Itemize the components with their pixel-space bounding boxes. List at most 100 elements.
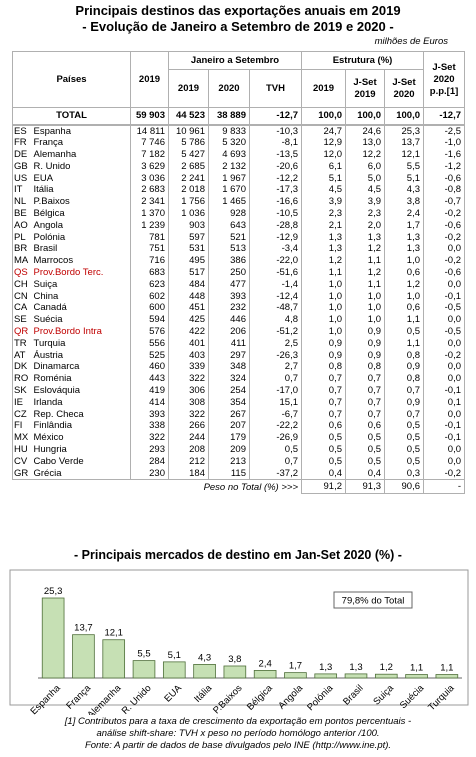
country-code: BR	[12, 243, 31, 256]
header-cell: 2019	[130, 51, 169, 108]
cell: 2 018	[168, 184, 209, 197]
cell: 1 370	[130, 208, 169, 220]
country-code: PL	[12, 231, 31, 244]
country-name: Grécia	[30, 467, 131, 480]
cell: -0,5	[423, 326, 466, 338]
cell: 0,5	[301, 444, 347, 456]
cell: 0,9	[345, 326, 386, 338]
country-name: China	[30, 290, 131, 303]
country-name: Espanha	[30, 124, 131, 138]
cell: -1,6	[423, 149, 466, 161]
country-name: Itália	[30, 184, 131, 197]
cell: 3,8	[384, 196, 425, 209]
data-row: MX México 322 244 179 -26,9 0,5 0,5 0,5 -0,1	[12, 432, 466, 445]
cell: 1,0	[345, 314, 386, 327]
cell: 3,9	[345, 196, 386, 209]
country-code: ES	[12, 124, 31, 138]
cell: 0,7	[345, 408, 386, 421]
unit: milhões de Euros	[374, 36, 448, 47]
cell: 1,1	[301, 267, 347, 279]
cell: 348	[208, 361, 250, 374]
x-tick-label: Brasil	[341, 683, 366, 708]
x-tick-label: Suécia	[398, 682, 427, 711]
country-name: Brasil	[30, 243, 131, 256]
cell: -16,6	[248, 196, 303, 209]
cell: 207	[208, 420, 250, 433]
cell: -0,2	[423, 208, 466, 220]
cell: 308	[168, 396, 209, 409]
cell: 3 036	[130, 172, 169, 185]
value-label: 1,1	[410, 663, 423, 674]
cell: 0,7	[384, 408, 425, 421]
cell: 0,5	[384, 432, 425, 445]
cell: 623	[130, 278, 169, 291]
data-row: BE Bélgica 1 370 1 036 928 -10,5 2,3 2,3 2,4 -0,2	[12, 208, 466, 220]
data-row: BR Brasil 751 531 513 -3,4 1,3 1,2 1,3 0,0	[12, 243, 466, 256]
cell: 250	[208, 267, 250, 279]
country-name: Dinamarca	[30, 361, 131, 374]
x-tick-label: Itália	[192, 682, 214, 704]
cell: -0,1	[423, 290, 466, 303]
total-row: TOTAL 59 903 44 523 38 889 -12,7 100,0 100,0 10…	[12, 107, 466, 125]
cell: 0,0	[423, 314, 466, 327]
data-row: ES Espanha 14 811 10 961 9 833 -10,3 24,7 24,6 2…	[12, 124, 466, 138]
cell: 0,5	[345, 455, 386, 468]
cell: 594	[130, 314, 169, 327]
cell: 0,7	[345, 396, 386, 409]
country-name: Eslováquia	[30, 385, 131, 397]
cell: 1 239	[130, 219, 169, 232]
cell: 322	[168, 408, 209, 421]
cell: -10,3	[248, 124, 303, 138]
cell: 517	[168, 267, 209, 279]
x-tick-label: Polónia	[305, 682, 336, 713]
data-row: CH Suiça 623 484 477 -1,4 1,0 1,1 1,2 0,0	[12, 278, 466, 291]
bar	[41, 597, 65, 679]
cell: 0,4	[345, 467, 386, 480]
cell: 422	[168, 326, 209, 338]
cell: 2 241	[168, 172, 209, 185]
cell: -1,0	[423, 137, 466, 150]
cell: 0,5	[301, 455, 347, 468]
cell: -48,7	[248, 302, 303, 315]
cell: 521	[208, 231, 250, 244]
cell: 1,0	[301, 314, 347, 327]
cell: 0,8	[345, 361, 386, 374]
x-tick-label: Turquia	[426, 682, 457, 713]
data-row: IT Itália 2 683 2 018 1 670 -17,3 4,5 4,5 4,3 -0,…	[12, 184, 466, 197]
value-label: 4,3	[198, 652, 211, 663]
country-name: Polónia	[30, 231, 131, 244]
cell: 0,0	[423, 337, 466, 350]
cell: 244	[168, 432, 209, 445]
cell: 15,1	[248, 396, 303, 409]
cell: 448	[168, 290, 209, 303]
cell: 232	[208, 302, 250, 315]
chart: - Principais mercados de destino em Jan-…	[9, 548, 469, 715]
header-line: J-Set	[432, 61, 456, 73]
bar	[132, 660, 156, 679]
value-label: 1,3	[349, 662, 362, 673]
cell: 2 683	[130, 184, 169, 197]
cell: 0,5	[345, 432, 386, 445]
cell: -0,6	[423, 219, 466, 232]
x-tick-label: Espanha	[28, 682, 63, 715]
header-line: 2020	[433, 73, 455, 85]
cell: 5,1	[301, 172, 347, 185]
cell: 0,9	[384, 396, 425, 409]
value-label: 1,3	[319, 662, 332, 673]
bar	[102, 639, 126, 679]
cell: 0,6	[345, 420, 386, 433]
country-code: QR	[12, 326, 31, 338]
cell: -8,1	[248, 137, 303, 150]
cell: 1,0	[345, 290, 386, 303]
cell: 2,1	[301, 219, 347, 232]
country-code: NL	[12, 196, 31, 209]
country-name: R. Unido	[30, 160, 131, 173]
value-label: 5,5	[137, 649, 150, 660]
data-row: IE Irlanda 414 308 354 15,1 0,7 0,7 0,9 0,1	[12, 396, 466, 409]
country-code: DK	[12, 361, 31, 374]
country-code: GR	[12, 467, 31, 480]
cell: -0,2	[423, 231, 466, 244]
cell: -17,0	[248, 385, 303, 397]
country-code: CN	[12, 290, 31, 303]
data-row: PL Polónia 781 597 521 -12,9 1,3 1,3 1,3 -0,2	[12, 231, 466, 244]
